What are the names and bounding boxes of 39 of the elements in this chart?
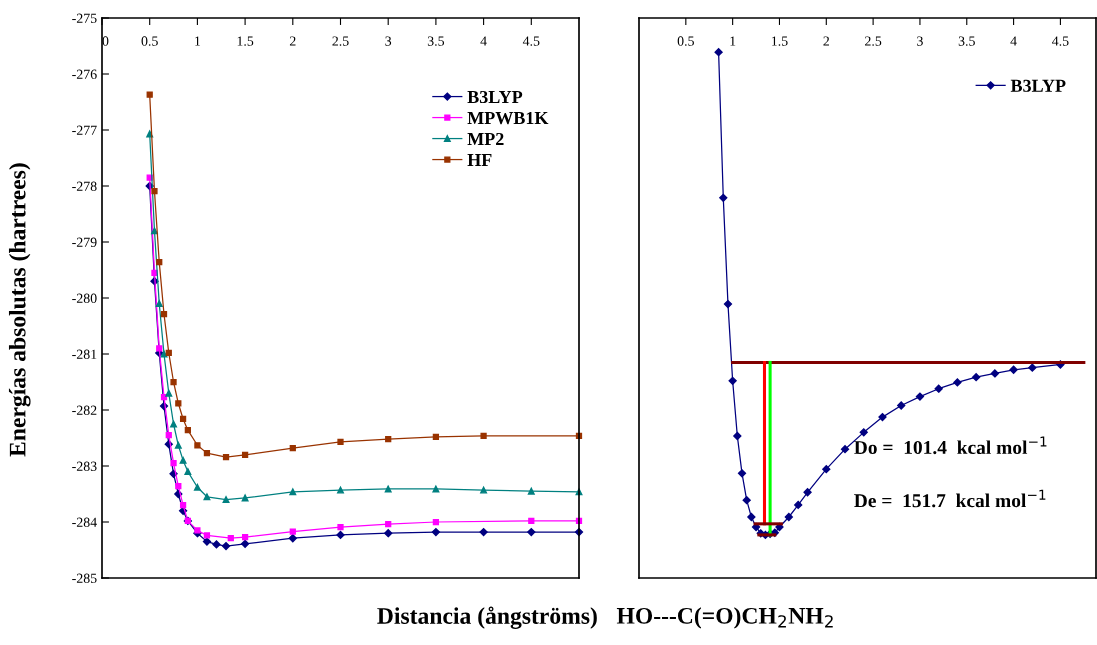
x-tick-label: 0.5	[141, 36, 158, 46]
legend-label: MP2	[467, 132, 504, 145]
x-tick-label: 1	[730, 36, 736, 46]
y-tick-label: -281	[72, 349, 97, 359]
y-tick-label: -285	[72, 573, 97, 583]
x-tick-label: 3.5	[427, 36, 445, 46]
x-tick-label: 3.5	[958, 36, 975, 46]
x-tick-label: 1.5	[772, 36, 788, 46]
x-tick-label: 2	[289, 36, 296, 46]
legend-label: B3LYP	[467, 90, 523, 104]
y-tick-label: -278	[72, 181, 97, 191]
x-axis-title: Distancia (ångströms)	[377, 606, 597, 629]
x-tick-label: 0.5	[677, 36, 694, 46]
annotation: Do = 101.4 kcal mol$^{−1}$	[854, 436, 1047, 455]
legend-label: HF	[467, 154, 492, 166]
y-tick-label: -280	[72, 293, 97, 303]
x-tick-label: 4.5	[522, 36, 540, 46]
x-tick-label: 1	[195, 36, 201, 46]
y-tick-label: -275	[72, 13, 97, 23]
y-tick-label: -284	[72, 517, 97, 527]
legend-label: MPWB1K	[467, 111, 549, 125]
annotation: De = 151.7 kcal mol$^{−1}$	[854, 489, 1046, 508]
x-tick-label: 3	[385, 36, 392, 46]
x-tick-label: 2.5	[865, 36, 882, 46]
y-tick-label: -279	[72, 237, 97, 247]
legend-label: B3LYP	[1010, 79, 1066, 92]
x-tick-label: 1.5	[237, 36, 254, 46]
x-tick-label: 4	[1010, 36, 1017, 46]
y-tick-label: -282	[72, 405, 97, 415]
text: HO---C(=O)CH$_{2}$NH$_{2}$	[616, 607, 833, 629]
y-tick-label: -283	[72, 461, 97, 471]
x-tick-label: 4.5	[1052, 36, 1069, 46]
y-axis-title: Energías absolutas (hartrees)	[8, 163, 31, 457]
y-tick-label: -276	[72, 69, 97, 79]
y-tick-label: -277	[72, 125, 97, 135]
x-tick-label: 3	[917, 36, 923, 46]
x-tick-label: 2	[823, 36, 829, 46]
x-tick-label: 2.5	[332, 36, 349, 46]
x-tick-label: 4	[480, 36, 487, 46]
